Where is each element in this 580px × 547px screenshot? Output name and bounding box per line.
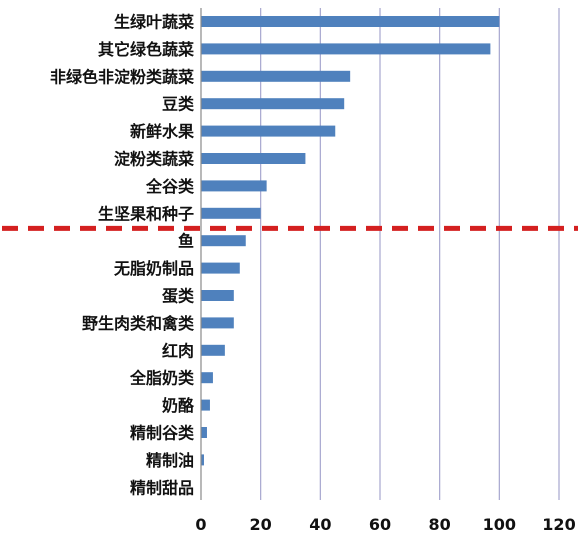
bars [201,16,500,466]
category-label: 豆类 [162,95,195,114]
bar [201,290,234,301]
x-tick-label: 40 [309,515,331,534]
category-label: 奶酪 [162,396,195,415]
category-label: 非绿色非淀粉类蔬菜 [50,67,194,86]
bar [201,207,261,219]
bar [201,372,213,384]
bar [201,153,306,164]
category-labels: 生绿叶蔬菜其它绿色蔬菜非绿色非淀粉类蔬菜豆类新鲜水果淀粉类蔬菜全谷类生坚果和种子… [50,13,195,498]
bar [201,344,225,356]
bar [201,70,351,82]
x-tick-labels: 0 20 40 60 80 100 120 [195,515,575,534]
category-label: 新鲜水果 [130,122,194,141]
x-tick-label: 100 [483,515,516,534]
category-label: 淀粉类蔬菜 [114,150,194,169]
x-tick-label: 20 [250,515,272,534]
category-label: 精制甜品 [130,478,194,497]
bar [201,43,491,55]
category-label: 精制谷类 [130,424,195,443]
category-label: 鱼 [178,232,194,251]
bar [201,262,240,274]
bar [201,125,336,137]
bar [201,427,207,438]
category-label: 生绿叶蔬菜 [114,13,194,32]
bar [201,98,345,110]
category-label: 精制油 [146,451,194,470]
bar [201,180,267,192]
gridlines [260,8,560,500]
category-label: 红肉 [162,341,194,360]
category-label: 蛋类 [162,287,195,306]
bar [201,235,246,247]
x-tick-label: 60 [369,515,391,534]
bar [201,317,234,329]
category-label: 无脂奶制品 [113,259,194,278]
category-label: 野生肉类和禽类 [82,314,195,333]
bar [201,454,204,466]
category-label: 其它绿色蔬菜 [98,40,194,59]
x-tick-label: 80 [429,515,451,534]
category-label: 全脂奶类 [129,369,195,388]
bar [201,399,210,411]
category-label: 全谷类 [145,177,195,196]
bar [201,16,500,27]
category-label: 生坚果和种子 [98,204,194,223]
x-tick-label: 120 [542,515,575,534]
x-tick-label: 0 [195,515,206,534]
